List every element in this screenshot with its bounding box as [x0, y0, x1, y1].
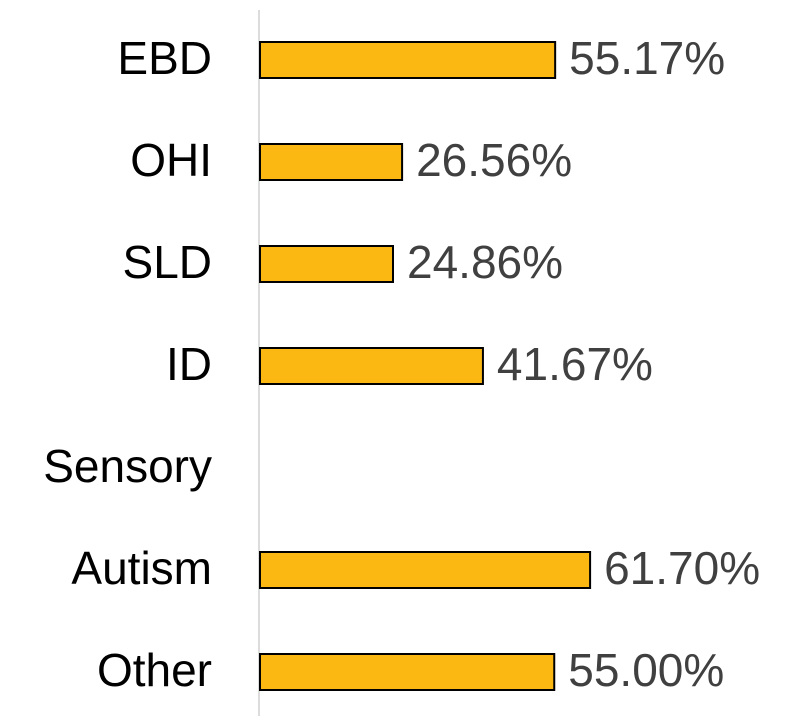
- y-tick-label: EBD: [117, 32, 212, 84]
- bar: [259, 347, 484, 385]
- y-tick-label: ID: [166, 338, 212, 390]
- value-label: 24.86%: [407, 236, 563, 288]
- value-label: 26.56%: [416, 134, 572, 186]
- value-label: 61.70%: [604, 542, 760, 594]
- y-tick-label: Other: [97, 644, 212, 696]
- y-tick-label: Sensory: [43, 440, 212, 492]
- bar: [259, 245, 395, 283]
- bar: [259, 143, 404, 181]
- y-tick-label: SLD: [123, 236, 212, 288]
- bar: [259, 653, 556, 691]
- y-tick-label: OHI: [130, 134, 212, 186]
- value-label: 55.00%: [568, 644, 724, 696]
- value-label: 55.17%: [569, 32, 725, 84]
- y-tick-label: Autism: [71, 542, 212, 594]
- value-label: 41.67%: [497, 338, 653, 390]
- bar: [259, 551, 592, 589]
- bar: [259, 41, 557, 79]
